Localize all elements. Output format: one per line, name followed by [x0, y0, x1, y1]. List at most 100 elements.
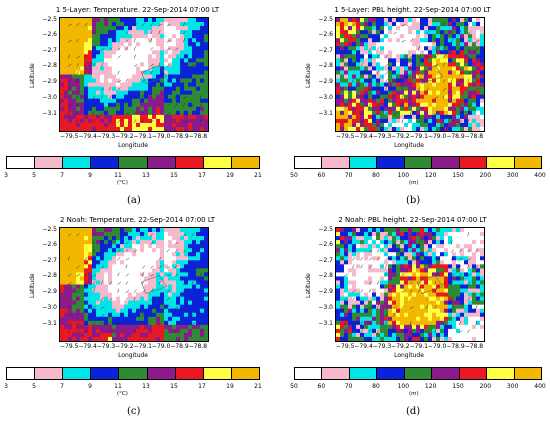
colorbar-tick: 11 — [114, 383, 122, 390]
colorbar-segment — [377, 368, 405, 379]
colorbar-segment — [349, 157, 378, 168]
colorbar-tick: 15 — [170, 383, 178, 390]
colorbar-segment — [487, 368, 515, 379]
panel-title: 1 5-Layer: PBL height. 22-Sep-2014 07:00… — [334, 6, 491, 14]
colorbar-segment — [295, 368, 323, 379]
panel-label: (a) — [127, 195, 141, 206]
y-tick: −2.7 — [318, 47, 333, 54]
colorbar-tick: 9 — [88, 172, 92, 179]
y-tick: −2.8 — [318, 272, 333, 279]
colorbar-segment — [91, 157, 120, 168]
panel-title: 2 Noah: Temperature. 22-Sep-2014 07:00 L… — [59, 216, 216, 224]
colorbar-segment — [63, 368, 92, 379]
y-tick: −3.1 — [318, 320, 333, 327]
y-tick: −2.5 — [318, 226, 333, 233]
wind-vectors — [344, 22, 480, 124]
colorbar-tick: 70 — [344, 383, 353, 390]
x-axis-label: Longitude — [394, 142, 424, 149]
panel-label: (d) — [406, 406, 421, 417]
colorbar-unit: (°C) — [117, 391, 128, 397]
colorbar-segment — [404, 157, 433, 168]
colorbar-tick: 21 — [254, 383, 262, 390]
x-ticks: −79.5−79.4−79.3−79.2−79.1−79.0−78.9−78.8 — [60, 343, 208, 350]
y-tick: −2.6 — [318, 241, 333, 248]
y-tick: −2.7 — [42, 257, 57, 264]
x-ticks: −79.5−79.4−79.3−79.2−79.1−79.0−78.9−78.8 — [336, 343, 484, 350]
colorbar-segment — [175, 157, 204, 168]
colorbar-tick: 7 — [60, 383, 64, 390]
colorbar-tick: 15 — [170, 172, 178, 179]
map-area — [335, 227, 485, 342]
colorbar-tick: 150 — [452, 383, 464, 390]
map-area — [335, 17, 485, 132]
colorbar-tick: 3 — [4, 383, 8, 390]
colorbar-segment — [514, 368, 541, 379]
colorbar-tick: 9 — [88, 383, 92, 390]
colorbar-segment — [377, 157, 405, 168]
colorbar-tick: 80 — [372, 383, 380, 390]
panel-a: 1 5-Layer: Temperature. 22-Sep-2014 07:0… — [0, 0, 275, 211]
colorbar-segment — [147, 368, 176, 379]
colorbar-tick: 19 — [226, 383, 234, 390]
y-tick: −2.7 — [318, 257, 333, 264]
colorbar-tick: 13 — [142, 172, 150, 179]
wind-vectors — [67, 22, 204, 124]
colorbar-segment — [404, 368, 433, 379]
colorbar-unit: (°C) — [117, 180, 128, 186]
x-axis-label: Longitude — [118, 142, 148, 149]
colorbar-tick: 11 — [114, 172, 122, 179]
colorbar-tick: 5 — [32, 172, 36, 179]
y-tick: −2.9 — [42, 78, 57, 85]
colorbar-segment — [322, 368, 350, 379]
colorbar-segment — [35, 368, 64, 379]
map-area — [59, 227, 209, 342]
colorbar — [6, 156, 260, 169]
colorbar-segment — [459, 368, 488, 379]
contour-field — [60, 18, 208, 131]
x-ticks: −79.5−79.4−79.3−79.2−79.1−79.0−78.9−78.8 — [336, 133, 484, 140]
colorbar-tick: 3 — [4, 172, 8, 179]
colorbar-segment — [147, 157, 176, 168]
colorbar-segment — [231, 368, 259, 379]
y-tick: −3.1 — [318, 110, 333, 117]
panel-label: (c) — [127, 406, 141, 417]
colorbar-segment — [91, 368, 120, 379]
colorbar — [294, 367, 542, 380]
colorbar — [294, 156, 542, 169]
y-tick: −3.0 — [42, 304, 57, 311]
y-tick: −2.5 — [42, 226, 57, 233]
panel-b: 1 5-Layer: PBL height. 22-Sep-2014 07:00… — [275, 0, 550, 211]
y-tick: −2.5 — [42, 16, 57, 23]
x-axis-label: Longitude — [118, 352, 148, 359]
colorbar-segment — [7, 368, 36, 379]
colorbar-segment — [322, 157, 350, 168]
contour-field — [336, 18, 484, 131]
colorbar-tick: 50 — [290, 383, 298, 390]
colorbar-segment — [35, 157, 64, 168]
colorbar-tick: 5 — [32, 383, 36, 390]
y-tick: −2.6 — [318, 31, 333, 38]
colorbar-tick: 100 — [397, 383, 410, 390]
colorbar-tick: 7 — [60, 172, 64, 179]
colorbar-segment — [231, 157, 259, 168]
colorbar-tick: 100 — [397, 172, 410, 179]
colorbar-tick: 300 — [506, 172, 519, 179]
colorbar-tick: 300 — [506, 383, 519, 390]
y-tick: −2.5 — [318, 16, 333, 23]
colorbar-segment — [295, 157, 323, 168]
panel-title: 2 Noah: PBL height. 22-Sep-2014 07:00 LT — [338, 216, 487, 224]
panel-title: 1 5-Layer: Temperature. 22-Sep-2014 07:0… — [55, 6, 220, 14]
y-tick: −2.8 — [42, 62, 57, 69]
colorbar-tick: 21 — [254, 172, 262, 179]
colorbar-segment — [432, 157, 460, 168]
colorbar-tick: 13 — [142, 383, 150, 390]
colorbar-segment — [119, 368, 148, 379]
y-tick: −2.9 — [42, 288, 57, 295]
y-tick: −3.0 — [318, 304, 333, 311]
colorbar-tick: 120 — [424, 172, 437, 179]
colorbar-tick: 200 — [479, 172, 492, 179]
colorbar-tick: 200 — [479, 383, 492, 390]
colorbar-tick: 50 — [290, 172, 298, 179]
y-tick: −2.9 — [318, 78, 333, 85]
y-tick: −3.0 — [318, 94, 333, 101]
